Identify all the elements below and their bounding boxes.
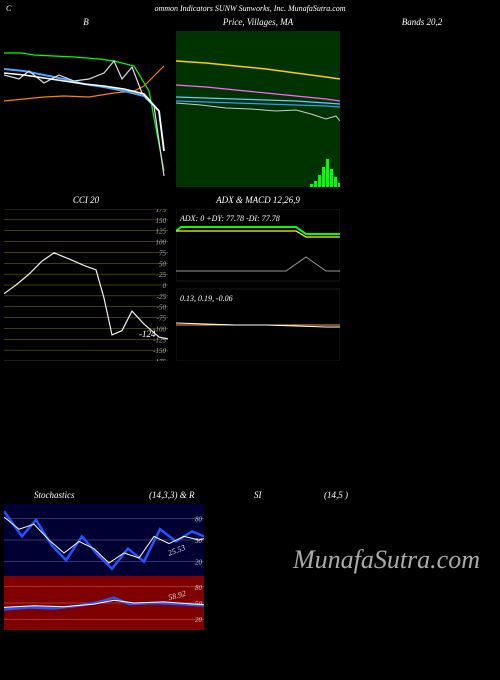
- chart-bbands-title: Bands 20,2: [348, 17, 496, 31]
- svg-text:25: 25: [159, 271, 167, 279]
- chart-b-title: B: [4, 17, 168, 31]
- row-2: CCI 20 1751501251007550250-25-50-75-100-…: [0, 191, 500, 365]
- svg-text:20: 20: [195, 559, 203, 567]
- chart-b-box: B: [4, 17, 168, 187]
- spacer: [0, 365, 500, 490]
- chart-cci-title: CCI 20: [4, 195, 168, 209]
- svg-text:-150: -150: [153, 347, 166, 355]
- svg-text:0: 0: [163, 282, 167, 290]
- chart-b: [4, 31, 168, 187]
- chart-pma-title: Price, Villages, MA: [176, 17, 340, 31]
- stoch-title-row: Stochastics (14,3,3) & R SI (14,5 ): [4, 490, 494, 504]
- svg-text:-124: -124: [139, 329, 156, 339]
- svg-text:-50: -50: [157, 304, 167, 312]
- svg-text:-25: -25: [157, 293, 167, 301]
- svg-text:20: 20: [195, 616, 203, 624]
- svg-text:-175: -175: [153, 358, 166, 361]
- chart-pma: [176, 31, 340, 187]
- svg-text:150: 150: [156, 217, 167, 225]
- stoch-title-right: (14,5 ): [324, 490, 348, 500]
- chart-adx-box: ADX & MACD 12,26,9 ADX: 0 +DY: 77.78 -DI…: [176, 195, 340, 361]
- svg-text:50: 50: [195, 537, 203, 545]
- svg-text:-75: -75: [157, 315, 167, 323]
- svg-text:125: 125: [156, 228, 167, 236]
- svg-text:80: 80: [195, 515, 203, 523]
- svg-text:100: 100: [156, 239, 167, 247]
- header-left: C: [6, 4, 11, 13]
- svg-text:0.13, 0.19, -0.06: 0.13, 0.19, -0.06: [180, 294, 233, 303]
- chart-adx: ADX: 0 +DY: 77.78 -DI: 77.780.13, 0.19, …: [176, 209, 340, 361]
- row-1: B Price, Villages, MA Bands 20,2: [0, 13, 500, 191]
- chart-stoch-top: 80502025.53: [4, 504, 204, 576]
- chart-cci: 1751501251007550250-25-50-75-100-125-150…: [4, 209, 168, 361]
- page-header: C ommon Indicators SUNW Sunworks, Inc. M…: [0, 0, 500, 13]
- chart-cci-box: CCI 20 1751501251007550250-25-50-75-100-…: [4, 195, 168, 361]
- svg-text:80: 80: [195, 584, 203, 592]
- chart-stoch-bot: 80502058.92: [4, 576, 204, 630]
- chart-adx-title: ADX & MACD 12,26,9: [176, 195, 340, 209]
- header-center: ommon Indicators SUNW Sunworks, Inc. Mun…: [154, 4, 345, 13]
- svg-text:ADX: 0 +DY: 77.78 -DI: 77.7: ADX: 0 +DY: 77.78 -DI: 77.78: [179, 214, 280, 223]
- stoch-title-mid: (14,3,3) & R: [149, 490, 195, 500]
- svg-text:50: 50: [159, 260, 167, 268]
- stoch-title-si: SI: [254, 490, 262, 500]
- svg-text:75: 75: [159, 249, 167, 257]
- svg-text:175: 175: [156, 209, 167, 214]
- chart-bbands-box: Bands 20,2: [348, 17, 496, 187]
- chart-pma-box: Price, Villages, MA: [176, 17, 340, 187]
- watermark: MunafaSutra.com: [293, 545, 480, 575]
- stoch-title-left: Stochastics: [34, 490, 75, 500]
